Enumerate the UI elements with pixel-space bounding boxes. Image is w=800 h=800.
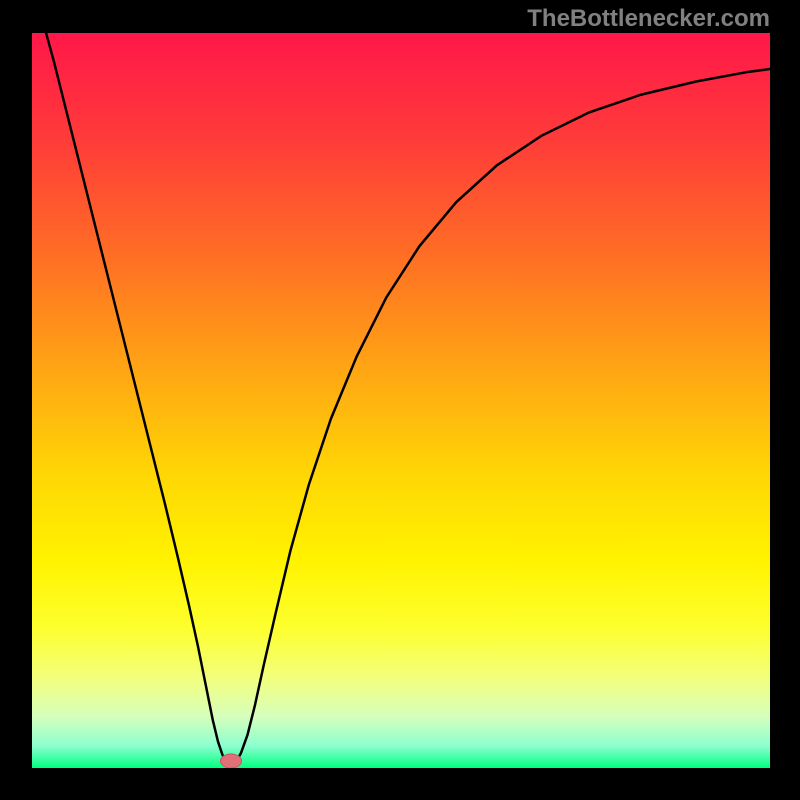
frame-bottom: [29, 768, 773, 771]
plot-area: [32, 33, 770, 768]
curve-layer: [32, 33, 770, 768]
figure-container: TheBottlenecker.com: [0, 0, 800, 800]
frame-right: [770, 30, 773, 771]
frame-left: [29, 30, 32, 771]
bottleneck-curve: [32, 33, 770, 765]
watermark-text: TheBottlenecker.com: [527, 5, 770, 33]
optimum-marker: [220, 753, 242, 768]
